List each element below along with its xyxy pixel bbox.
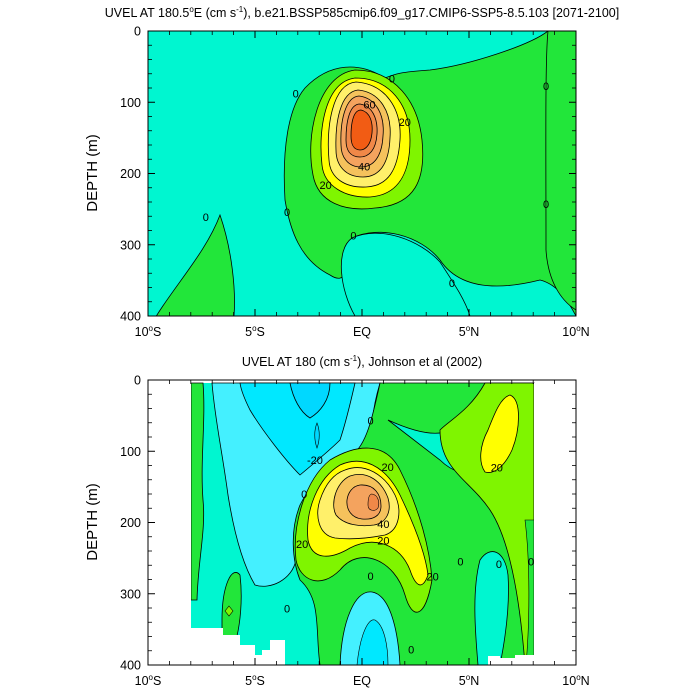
bottom-y-tick-label: 400 bbox=[120, 659, 141, 673]
top-y-tick-label: 0 bbox=[134, 25, 141, 39]
top-contour-label: 20 bbox=[399, 117, 411, 129]
top-contour-label: 0 bbox=[543, 199, 549, 211]
top-y-tick-label: 400 bbox=[120, 310, 141, 324]
bottom-contour-label: 20 bbox=[426, 572, 438, 584]
bottom-contour-label: 0 bbox=[367, 416, 373, 428]
bottom-y-tick-label: 200 bbox=[120, 516, 141, 530]
bot-fill-neg-30 bbox=[289, 382, 331, 419]
bot-fill-east-strip bbox=[474, 551, 509, 665]
top-x-tick-label: 5oN bbox=[459, 324, 479, 339]
bot-fill-sw-green bbox=[221, 572, 242, 641]
top-title: UVEL AT 180.5oE (cm s-1), b.e21.BSSP585c… bbox=[105, 5, 619, 20]
top-fill-70 bbox=[350, 109, 373, 151]
top-contour-label: 40 bbox=[358, 161, 370, 173]
top-y-axis-label: DEPTH (m) bbox=[84, 134, 101, 212]
bottom-contour-label: -20 bbox=[307, 455, 323, 467]
top-contour-labels: 0 0 0 60 20 40 20 0 0 0 0 0 bbox=[203, 74, 549, 290]
bottom-contour-labels: 0 -20 20 0 20 40 20 20 20 0 0 0 0 0 0 bbox=[284, 416, 534, 657]
bot-fill-60 bbox=[367, 493, 380, 511]
bot-missing-east bbox=[534, 383, 576, 665]
bottom-x-tick-label: 5oS bbox=[245, 673, 265, 688]
top-contour-label: 0 bbox=[389, 74, 395, 86]
top-y-tick-label: 100 bbox=[120, 96, 141, 110]
bot-fill-west-green bbox=[190, 382, 205, 601]
bottom-x-tick-label: 10oN bbox=[562, 673, 589, 688]
bot-missing-west bbox=[148, 383, 191, 665]
bottom-contour-label: 20 bbox=[382, 462, 394, 474]
bottom-contour-fills bbox=[190, 382, 535, 665]
bottom-y-tick-label: 100 bbox=[120, 445, 141, 459]
bottom-contour-label: 20 bbox=[377, 535, 389, 547]
bottom-y-tick-label: 300 bbox=[120, 587, 141, 601]
bottom-contour-label: 40 bbox=[377, 519, 389, 531]
bot-fill-neg-spot bbox=[314, 422, 320, 449]
bottom-contour-label: 0 bbox=[301, 489, 307, 501]
bot-missing-se bbox=[488, 655, 534, 665]
bottom-x-tick-label: EQ bbox=[353, 674, 371, 688]
bot-missing-sw bbox=[191, 628, 285, 665]
top-contour-fills bbox=[148, 31, 576, 316]
top-contour-label: 0 bbox=[203, 212, 209, 224]
top-contour-label: 0 bbox=[293, 89, 299, 101]
bot-fill-deep-neg-20 bbox=[356, 619, 389, 665]
bottom-contour-label: 20 bbox=[491, 463, 503, 475]
bottom-y-tick-label: 0 bbox=[134, 374, 141, 388]
top-fill-neg-tongue bbox=[340, 232, 471, 316]
top-y-tick-label: 200 bbox=[120, 167, 141, 181]
top-fill-0-north bbox=[545, 31, 576, 311]
top-contour-label: 0 bbox=[543, 81, 549, 93]
bottom-x-tick-label: 5oN bbox=[459, 673, 479, 688]
top-fill-0-deep bbox=[148, 213, 235, 316]
top-contour-label: 20 bbox=[319, 180, 331, 192]
top-contour-label: 0 bbox=[284, 207, 290, 219]
top-x-tick-label: 10oS bbox=[135, 324, 162, 339]
top-contour-label: 0 bbox=[449, 278, 455, 290]
bottom-contour-label: 0 bbox=[408, 644, 414, 656]
bot-fill-east-green bbox=[524, 519, 535, 665]
bottom-contour-label: 0 bbox=[284, 604, 290, 616]
bottom-contour-label: 0 bbox=[528, 557, 534, 569]
bottom-y-axis-label: DEPTH (m) bbox=[84, 483, 101, 561]
top-x-tick-label: EQ bbox=[353, 325, 371, 339]
bottom-panel: UVEL AT 180 (cm s-1), Johnson et al (200… bbox=[84, 354, 590, 688]
top-contour-label: 0 bbox=[350, 230, 356, 242]
bottom-contour-label: 0 bbox=[496, 559, 502, 571]
bottom-contour-label: 20 bbox=[296, 539, 308, 551]
top-x-tick-label: 10oN bbox=[562, 324, 589, 339]
bottom-contour-label: 0 bbox=[367, 571, 373, 583]
top-panel: UVEL AT 180.5oE (cm s-1), b.e21.BSSP585c… bbox=[84, 5, 619, 339]
bot-fill-20-east bbox=[480, 394, 519, 473]
bot-fill-sw-diamond bbox=[224, 605, 234, 617]
top-contour-label: 60 bbox=[363, 99, 375, 111]
top-y-tick-label: 300 bbox=[120, 238, 141, 252]
top-x-tick-label: 5oS bbox=[245, 324, 265, 339]
bottom-contour-label: 0 bbox=[457, 557, 463, 569]
bot-fill-neg-20 bbox=[239, 382, 356, 476]
bottom-title: UVEL AT 180 (cm s-1), Johnson et al (200… bbox=[242, 354, 482, 369]
bottom-x-tick-label: 10oS bbox=[135, 673, 162, 688]
